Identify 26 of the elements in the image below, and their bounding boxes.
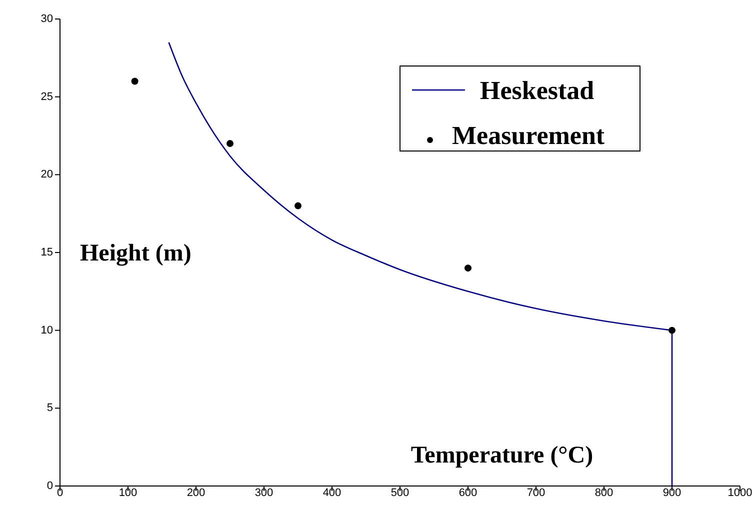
y-tick-label: 10 — [40, 324, 53, 336]
y-tick-label: 5 — [46, 402, 53, 414]
point — [131, 78, 138, 85]
x-tick-label: 0 — [56, 487, 64, 500]
y-tick-label: 15 — [40, 246, 53, 258]
y-tick-label: 30 — [40, 13, 53, 25]
x-tick-label: 200 — [186, 487, 206, 500]
x-tick-label: 300 — [254, 487, 274, 500]
legend-label: Heskestad — [480, 76, 595, 106]
x-tick-label: 1000 — [728, 487, 752, 500]
x-tick-label: 600 — [458, 487, 478, 500]
y-axis-title: Height (m) — [80, 240, 192, 266]
x-axis-title: Temperature (°C) — [410, 442, 594, 469]
x-tick-label: 500 — [390, 487, 410, 500]
y-tick-label: 20 — [40, 168, 53, 181]
y-tick-label: 25 — [40, 90, 53, 103]
x-tick-label: 100 — [118, 487, 138, 500]
point — [464, 264, 472, 272]
point — [668, 326, 676, 334]
legend-label: Measurement — [452, 121, 605, 150]
x-tick-label: 800 — [594, 487, 614, 500]
point — [294, 202, 302, 210]
point — [226, 140, 234, 148]
x-tick-label: 900 — [662, 487, 682, 500]
x-tick-label: 400 — [322, 487, 342, 500]
x-tick-label: 700 — [526, 487, 546, 500]
